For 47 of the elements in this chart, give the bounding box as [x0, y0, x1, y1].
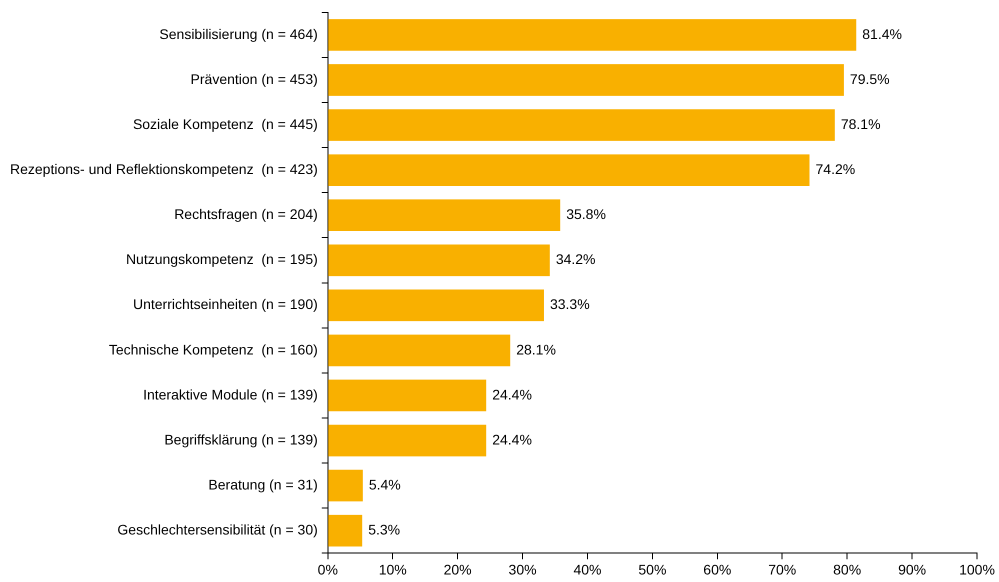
- bar: [328, 244, 550, 276]
- data-label: 24.4%: [492, 386, 532, 402]
- x-tick-label: 100%: [959, 561, 995, 578]
- bar: [328, 424, 486, 456]
- bar: [328, 334, 510, 366]
- x-tick-label: 20%: [444, 561, 472, 578]
- data-label: 78.1%: [840, 116, 881, 132]
- data-label: 5.3%: [368, 522, 400, 538]
- y-tick-label: Interaktive Module (n = 139): [143, 386, 318, 402]
- data-label: 81.4%: [862, 26, 902, 42]
- data-label: 28.1%: [516, 341, 556, 358]
- y-tick-label: Unterrichtseinheiten (n = 190): [132, 296, 318, 312]
- bar: [328, 380, 486, 412]
- y-tick-label: Nutzungskompetenz (n = 195): [126, 251, 318, 268]
- bar: [328, 64, 844, 96]
- y-tick-label: Begriffsklärung (n = 139): [164, 431, 318, 448]
- y-tick-label: Beratung (n = 31): [208, 476, 318, 492]
- bar: [328, 109, 835, 141]
- x-tick-label: 50%: [638, 561, 666, 578]
- x-tick-label: 80%: [833, 561, 862, 578]
- data-label: 33.3%: [550, 296, 590, 312]
- data-label: 35.8%: [566, 206, 606, 222]
- y-tick-label: Soziale Kompetenz (n = 445): [132, 116, 318, 132]
- bar: [328, 19, 856, 51]
- y-tick-label: Sensibilisierung (n = 464): [159, 26, 318, 42]
- bar: [328, 470, 363, 502]
- x-tick-label: 40%: [573, 561, 602, 578]
- x-tick-label: 0%: [318, 561, 338, 578]
- x-tick-label: 30%: [508, 561, 537, 578]
- data-label: 34.2%: [556, 251, 596, 268]
- bar: [328, 199, 560, 232]
- data-label: 24.4%: [492, 431, 532, 448]
- x-tick-label: 70%: [768, 561, 796, 578]
- bar: [328, 514, 362, 546]
- x-tick-label: 60%: [703, 561, 732, 578]
- bar: [328, 290, 544, 322]
- x-tick-label: 90%: [898, 561, 926, 578]
- data-label: 74.2%: [816, 160, 856, 177]
- y-tick-label: Prävention (n = 453): [190, 70, 318, 87]
- y-tick-label: Geschlechtersensibilität (n = 30): [117, 522, 318, 538]
- y-tick-label: Technische Kompetenz (n = 160): [108, 341, 318, 358]
- bar: [328, 154, 810, 186]
- y-tick-label: Rechtsfragen (n = 204): [174, 206, 318, 222]
- data-label: 79.5%: [850, 70, 890, 87]
- data-label: 5.4%: [368, 476, 401, 492]
- x-tick-label: 10%: [378, 561, 407, 578]
- y-tick-label: Rezeptions- und Reflektionskompetenz (n = 423): [10, 160, 318, 177]
